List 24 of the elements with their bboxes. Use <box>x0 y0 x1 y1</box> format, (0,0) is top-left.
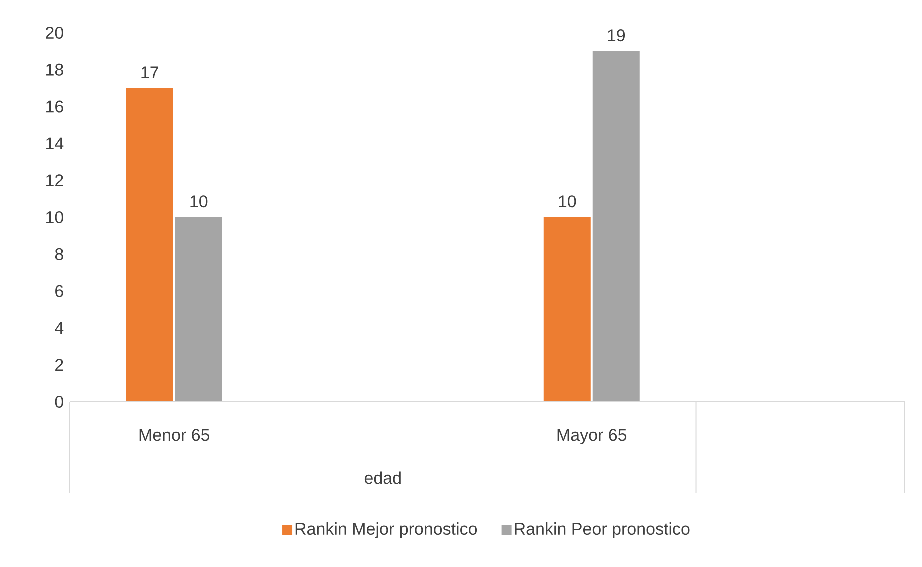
y-tick-label: 0 <box>55 396 64 408</box>
legend-label: Rankin Peor pronostico <box>515 522 690 538</box>
data-label: 10 <box>559 196 576 208</box>
y-tick-label: 12 <box>46 174 64 187</box>
bar <box>126 88 174 402</box>
data-label: 10 <box>190 196 208 208</box>
data-label: 17 <box>142 66 158 78</box>
y-tick-label: 20 <box>46 26 64 40</box>
legend-label: Rankin Mejor pronostico <box>296 522 478 538</box>
y-tick-label: 6 <box>56 285 64 298</box>
y-tick-label: 4 <box>55 322 64 334</box>
x-tick-label: Menor 65 <box>140 429 210 442</box>
y-tick-label: 2 <box>56 359 64 372</box>
data-label: 19 <box>608 30 626 42</box>
x-tick-label: Mayor 65 <box>558 429 627 445</box>
y-tick-label: 14 <box>46 138 64 150</box>
y-tick-label: 18 <box>46 64 64 76</box>
bar <box>592 51 640 402</box>
x-axis-title: edad <box>364 472 401 484</box>
bar <box>544 217 591 402</box>
bar <box>175 217 222 402</box>
y-tick-label: 10 <box>46 211 64 224</box>
y-tick-label: 8 <box>55 248 64 260</box>
y-tick-label: 16 <box>46 100 64 113</box>
